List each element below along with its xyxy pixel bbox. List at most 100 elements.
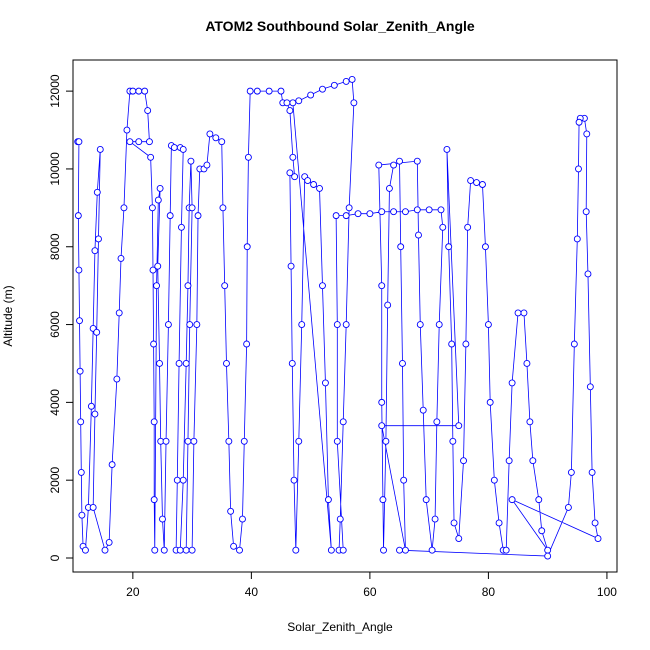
data-point (179, 476, 187, 484)
data-point (75, 266, 83, 274)
data-point (129, 87, 137, 95)
data-point (89, 503, 97, 511)
data-point (350, 99, 358, 107)
data-point (336, 515, 344, 523)
data-point (354, 210, 362, 218)
data-point (413, 157, 421, 165)
data-point (567, 468, 575, 476)
data-point (431, 515, 439, 523)
data-point (339, 546, 347, 554)
data-point (330, 81, 338, 89)
data-point (396, 546, 403, 554)
data-point (265, 87, 273, 95)
data-point (74, 212, 82, 220)
data-point (529, 457, 537, 465)
data-point (484, 321, 492, 329)
data-point (460, 457, 467, 465)
data-point (87, 402, 95, 410)
data-point (455, 535, 463, 542)
data-point (462, 340, 470, 348)
data-point (145, 138, 153, 146)
data-point (490, 476, 498, 484)
data-point (76, 367, 84, 375)
data-point (159, 515, 166, 523)
data-point (243, 340, 251, 348)
data-point (283, 99, 291, 107)
data-point (184, 437, 192, 445)
data-point (160, 546, 168, 554)
y-tick-label: 10000 (48, 152, 62, 186)
data-point (390, 161, 398, 169)
data-point (135, 138, 143, 146)
data-point (123, 126, 131, 134)
data-point (366, 210, 374, 218)
x-tick-label: 100 (597, 585, 617, 599)
data-point (502, 546, 510, 554)
data-point (184, 282, 192, 290)
data-point (288, 360, 296, 367)
data-point (380, 546, 387, 554)
data-point (203, 161, 211, 169)
data-point (345, 204, 353, 212)
y-tick-label: 6000 (48, 311, 62, 338)
data-point (187, 157, 195, 165)
data-point (295, 437, 303, 445)
data-point (327, 546, 335, 554)
data-point (464, 223, 472, 231)
data-point (164, 321, 172, 329)
data-point (179, 146, 187, 153)
data-point (310, 181, 318, 188)
data-point (221, 282, 229, 290)
data-point (150, 418, 158, 426)
data-point (77, 418, 85, 426)
data-point (348, 76, 356, 83)
data-point (324, 496, 332, 504)
data-point (153, 282, 161, 290)
data-point (425, 206, 433, 214)
data-point (206, 130, 214, 138)
y-tick-label: 4000 (48, 389, 62, 416)
data-point (182, 546, 190, 554)
data-point (342, 212, 350, 220)
data-point (401, 208, 409, 216)
series-line (77, 78, 599, 557)
data-point (375, 161, 383, 169)
data-point (333, 321, 341, 329)
data-point (190, 437, 198, 445)
data-point (575, 165, 582, 173)
data-point (93, 188, 101, 196)
data-point (586, 383, 594, 391)
data-point (170, 144, 178, 151)
x-tick-label: 60 (363, 585, 377, 599)
data-point (156, 360, 163, 367)
data-point (289, 153, 297, 161)
data-point (591, 519, 599, 527)
data-point (401, 546, 409, 554)
data-point (212, 134, 220, 142)
data-point (379, 496, 387, 504)
data-point (316, 184, 323, 192)
data-point (150, 496, 158, 504)
data-point (505, 457, 513, 465)
data-point (445, 243, 453, 251)
data-point (246, 87, 254, 95)
data-point (225, 437, 233, 445)
data-point (449, 437, 457, 445)
data-point (188, 204, 196, 212)
data-point (422, 496, 430, 504)
data-point (413, 206, 421, 214)
data-point (113, 375, 121, 383)
data-point (289, 99, 297, 107)
data-point (514, 309, 522, 317)
data-point (428, 546, 436, 554)
chart-title: ATOM2 Southbound Solar_Zenith_Angle (205, 18, 475, 34)
data-point (321, 379, 329, 387)
data-point (177, 223, 185, 231)
data-point (75, 138, 83, 146)
data-point (378, 282, 386, 290)
data-point (397, 243, 405, 251)
data-point (588, 468, 596, 476)
data-point (448, 340, 456, 348)
data-point (141, 87, 149, 95)
